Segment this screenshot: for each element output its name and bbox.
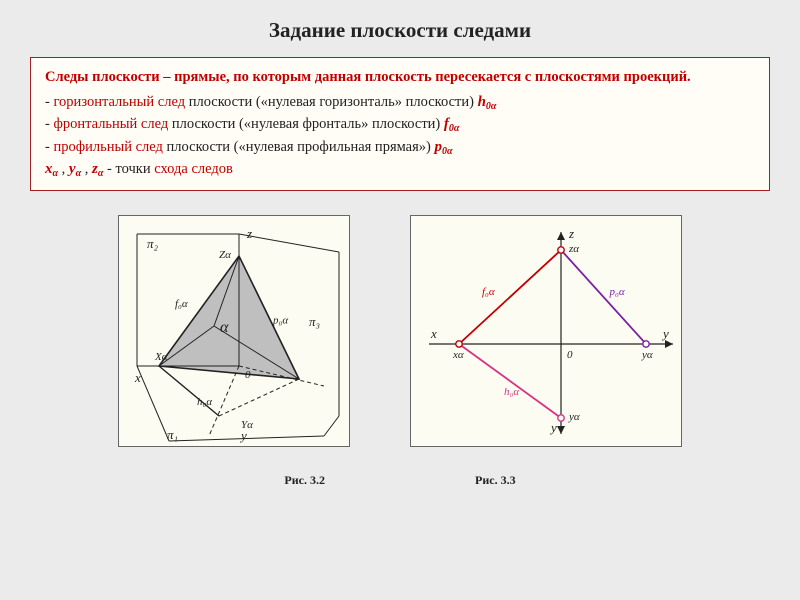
svg-text:y: y [661,326,669,341]
svg-text:Zα: Zα [219,249,231,261]
svg-text:f₀α: f₀α [482,286,495,298]
svg-text:Yα: Yα [241,419,253,431]
svg-text:yα: yα [568,411,580,423]
svg-text:z: z [246,226,252,241]
svg-text:Xα: Xα [154,351,168,363]
svg-text:π₂: π₂ [147,236,159,251]
def-lead-rest: – прямые, по которым данная плоскость пе… [160,69,691,85]
definition-box: Следы плоскости – прямые, по которым дан… [30,57,770,191]
svg-text:0: 0 [245,369,251,381]
svg-text:zα: zα [568,243,579,255]
svg-text:p₀α: p₀α [609,286,625,298]
def-lead-bold: Следы плоскости [45,69,160,85]
svg-text:π₁: π₁ [167,427,178,442]
svg-text:x: x [134,370,141,385]
svg-text:0: 0 [567,349,573,361]
svg-text:z: z [568,226,574,241]
page-title: Задание плоскости следами [0,0,800,57]
svg-text:α: α [220,319,229,336]
def-item: - профильный след плоскости («нулевая пр… [45,137,755,158]
figure-left: π₂π₁π₃0xzyXαZαYααf₀αh₀αp₀α [118,215,350,447]
def-item: - горизонтальный след плоскости («нулева… [45,92,755,113]
svg-text:π₃: π₃ [309,314,320,329]
svg-text:y: y [549,420,557,435]
svg-text:p₀α: p₀α [272,314,288,326]
caption-right: Рис. 3.3 [475,473,516,488]
svg-text:x: x [430,326,437,341]
svg-text:f₀α: f₀α [175,298,188,310]
svg-text:h₀α: h₀α [504,386,519,398]
caption-left: Рис. 3.2 [284,473,325,488]
svg-text:xα: xα [452,349,464,361]
svg-text:h₀α: h₀α [197,396,212,408]
def-item: - фронтальный след плоскости («нулевая ф… [45,114,755,135]
svg-text:yα: yα [641,349,653,361]
figure-right: x y z y 0 xα zα yα yα f₀α p₀α h₀α [410,215,682,447]
